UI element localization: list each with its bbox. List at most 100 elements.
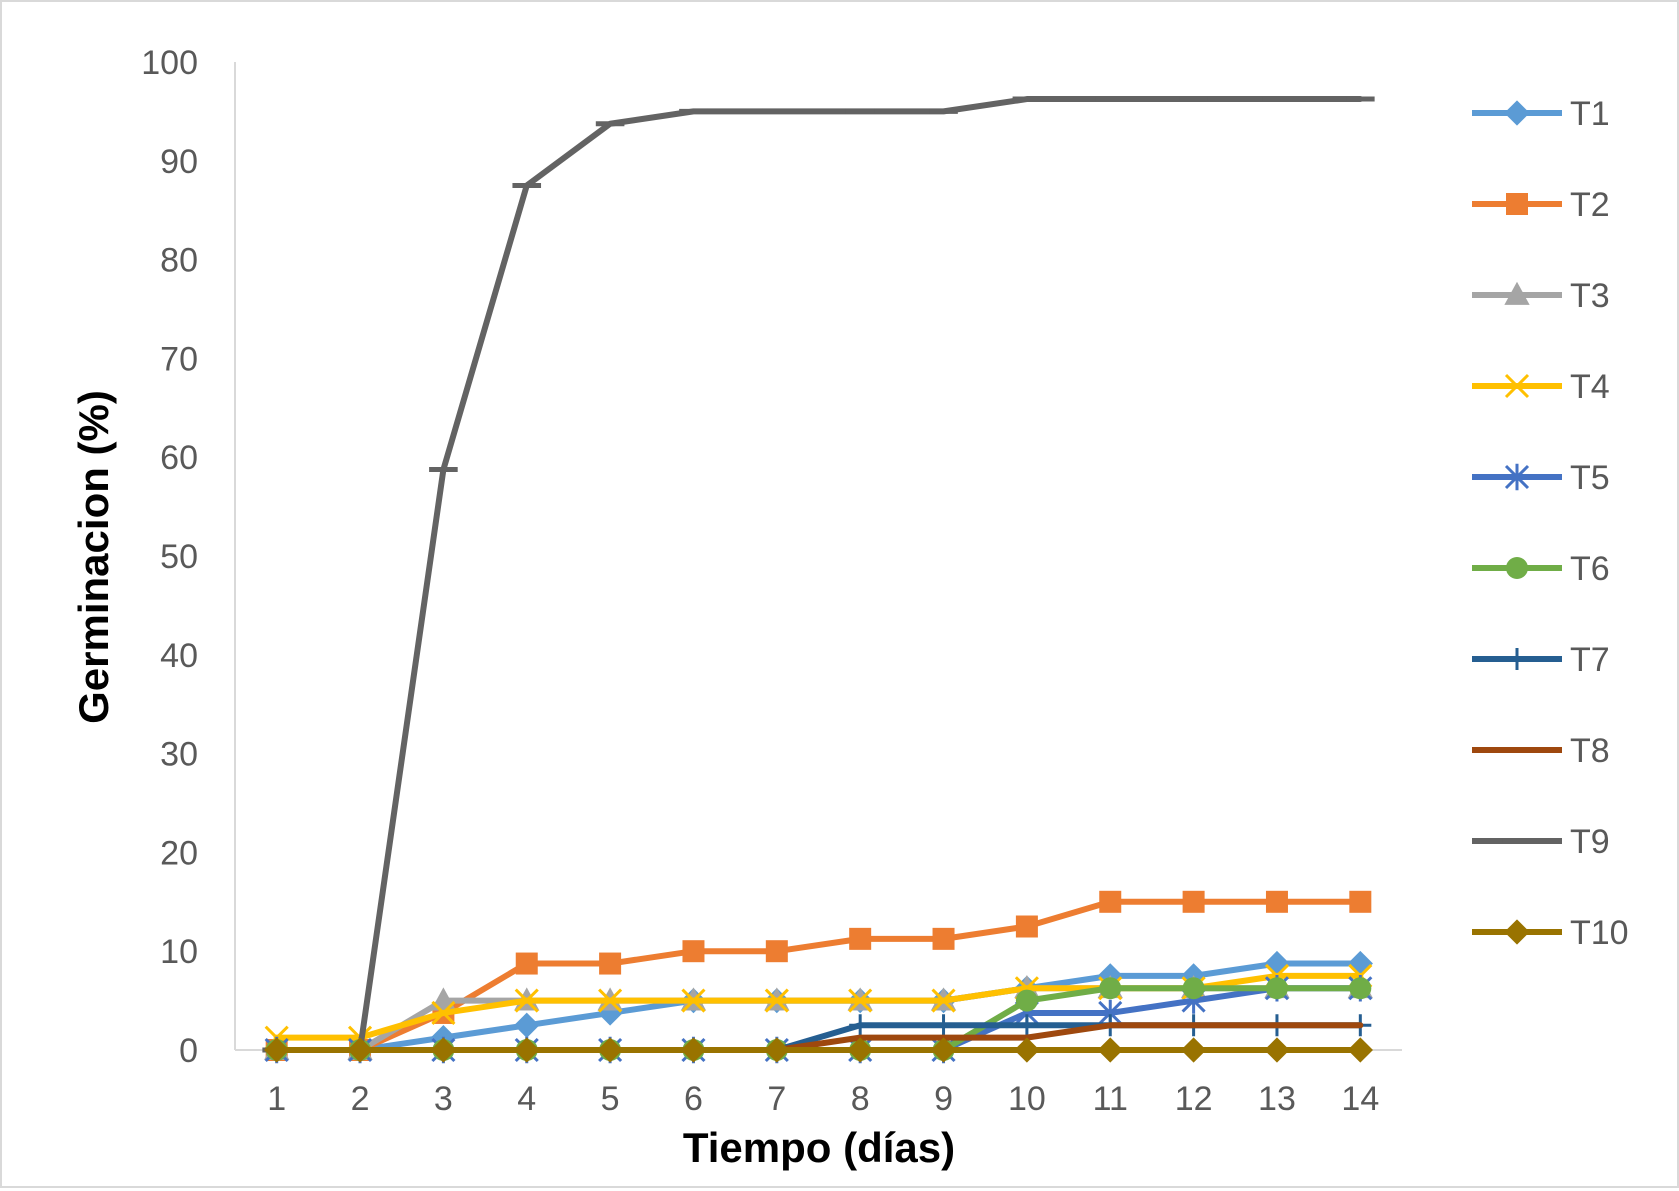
legend-label: T1 xyxy=(1570,95,1610,133)
y-tick-label: 70 xyxy=(160,340,198,378)
legend-item-t1: T1 xyxy=(1472,95,1610,133)
data-point xyxy=(931,988,956,1013)
legend-item-t8: T8 xyxy=(1472,732,1610,770)
data-point xyxy=(514,1037,540,1063)
legend-item-t10: T10 xyxy=(1472,914,1629,952)
x-axis-title: Tiempo (días) xyxy=(683,1124,955,1171)
data-point xyxy=(1182,890,1205,913)
data-point xyxy=(1349,977,1372,1000)
x-tick-label: 10 xyxy=(1008,1080,1046,1118)
legend-label: T9 xyxy=(1570,823,1610,861)
x-tick-label: 9 xyxy=(934,1080,953,1118)
legend-marker xyxy=(1506,648,1528,670)
data-point xyxy=(932,1014,955,1037)
y-tick-label: 60 xyxy=(160,439,198,477)
y-tick-label: 40 xyxy=(160,637,198,675)
y-tick-label: 30 xyxy=(160,736,198,774)
legend: T1 T2 T3 T4 T5 T6 T7 T8 T9 T10 xyxy=(1472,95,1629,952)
series-t10 xyxy=(264,1037,1373,1063)
data-point xyxy=(930,1037,957,1063)
y-axis-title: Germinacion (%) xyxy=(70,390,117,724)
data-point xyxy=(598,988,623,1013)
legend-marker xyxy=(1504,100,1530,126)
data-point xyxy=(849,1014,872,1037)
data-point xyxy=(515,952,538,975)
data-point xyxy=(932,927,955,950)
data-point xyxy=(764,988,789,1013)
legend-label: T6 xyxy=(1570,550,1610,588)
legend-marker xyxy=(1504,281,1530,305)
legend-item-t7: T7 xyxy=(1472,641,1610,679)
x-tick-label: 3 xyxy=(434,1080,453,1118)
data-point xyxy=(431,1000,456,1026)
x-tick-label: 1 xyxy=(267,1080,286,1118)
data-point xyxy=(680,1037,707,1063)
data-point xyxy=(1099,890,1122,913)
data-point xyxy=(1180,1037,1207,1063)
data-point xyxy=(681,988,706,1013)
data-point xyxy=(430,1037,457,1063)
legend-label: T7 xyxy=(1570,641,1610,679)
legend-marker xyxy=(1504,463,1530,491)
data-point xyxy=(1265,890,1288,913)
data-point xyxy=(848,988,873,1013)
y-tick-label: 90 xyxy=(160,143,198,181)
data-point xyxy=(764,1037,790,1063)
data-point xyxy=(1349,890,1372,913)
y-tick-label: 80 xyxy=(160,242,198,280)
legend-item-t5: T5 xyxy=(1472,459,1610,497)
data-point xyxy=(1015,989,1038,1012)
series-t9 xyxy=(262,96,1375,1053)
data-point xyxy=(264,1037,290,1063)
data-point xyxy=(1347,1037,1373,1063)
legend-label: T2 xyxy=(1570,186,1610,224)
legend-label: T8 xyxy=(1570,732,1610,770)
y-tick-label: 20 xyxy=(160,834,198,872)
data-point xyxy=(1182,977,1205,1000)
data-point xyxy=(597,1037,623,1063)
data-point xyxy=(682,940,705,963)
data-point xyxy=(1264,950,1290,977)
x-tick-label: 8 xyxy=(851,1080,870,1118)
data-point xyxy=(847,1037,873,1063)
x-tick-label: 6 xyxy=(684,1080,703,1118)
legend-marker xyxy=(1504,919,1530,945)
data-point xyxy=(514,1012,540,1038)
x-tick-label: 12 xyxy=(1175,1080,1213,1118)
x-tick-label: 2 xyxy=(351,1080,370,1118)
legend-label: T5 xyxy=(1570,459,1610,497)
data-point xyxy=(1097,1037,1123,1063)
data-point xyxy=(1015,1014,1038,1037)
data-point xyxy=(1264,1037,1290,1063)
legend-item-t2: T2 xyxy=(1472,186,1610,224)
x-tick-label: 4 xyxy=(517,1080,536,1118)
x-tick-label: 14 xyxy=(1341,1080,1379,1118)
legend-marker xyxy=(1504,373,1530,399)
data-point xyxy=(1347,950,1373,977)
legend-item-t4: T4 xyxy=(1472,368,1610,406)
legend-label: T3 xyxy=(1570,277,1610,315)
legend-item-t3: T3 xyxy=(1472,277,1610,315)
data-point xyxy=(849,927,872,950)
y-tick-label: 100 xyxy=(141,44,198,82)
data-point xyxy=(347,1037,373,1063)
data-point xyxy=(1014,1037,1040,1063)
x-tick-label: 7 xyxy=(767,1080,786,1118)
legend-item-t6: T6 xyxy=(1472,550,1610,588)
plot-area xyxy=(262,96,1375,1064)
legend-label: T4 xyxy=(1570,368,1610,406)
data-point xyxy=(1265,977,1288,1000)
x-tick-label: 5 xyxy=(601,1080,620,1118)
legend-marker xyxy=(1506,557,1528,579)
data-point xyxy=(765,940,788,963)
legend-label: T10 xyxy=(1570,914,1629,952)
data-point xyxy=(1015,915,1038,938)
data-point xyxy=(599,952,622,975)
legend-marker xyxy=(1506,193,1528,215)
x-tick-label: 13 xyxy=(1258,1080,1296,1118)
y-tick-label: 0 xyxy=(179,1032,198,1070)
data-point xyxy=(1099,977,1122,1000)
